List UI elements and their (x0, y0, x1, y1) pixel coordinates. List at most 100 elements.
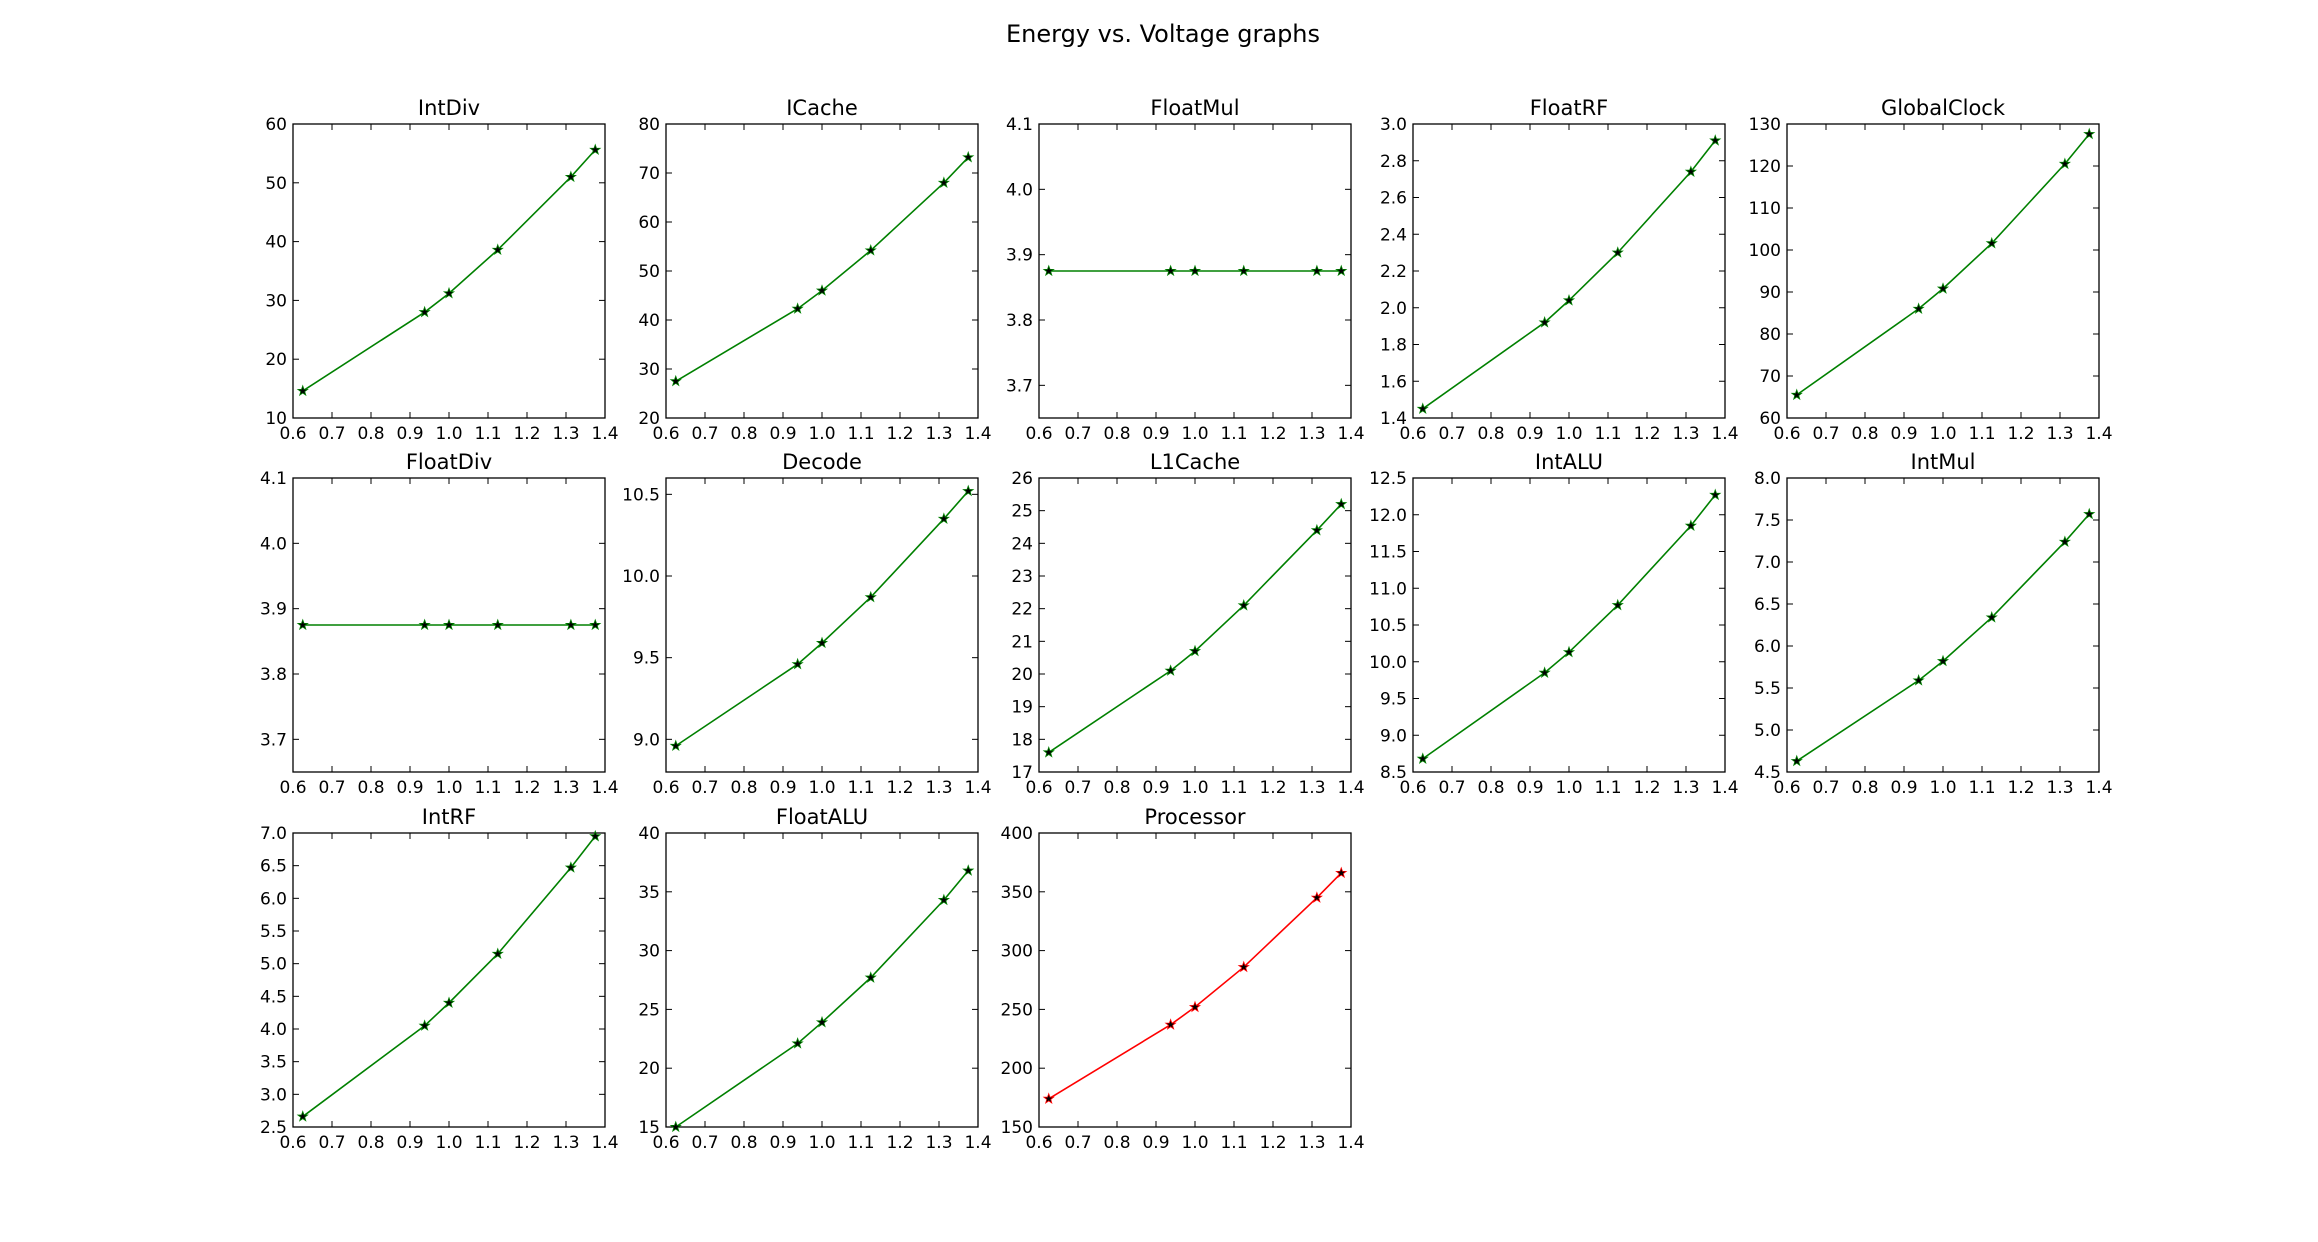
y-tick-label: 6.0 (1754, 637, 1781, 657)
x-tick-label: 1.2 (886, 424, 913, 444)
y-tick-label: 10 (265, 409, 287, 429)
x-tick-label: 0.9 (396, 1133, 423, 1153)
y-tick-label: 35 (638, 883, 660, 903)
y-tick-label: 11.5 (1369, 543, 1407, 563)
y-tick-label: 5.5 (260, 922, 287, 942)
x-tick-label: 0.8 (357, 1133, 384, 1153)
data-point-marker (589, 829, 602, 842)
y-tick-label: 60 (265, 115, 287, 135)
data-point-marker (1684, 165, 1697, 177)
y-tick-label: 250 (1001, 1000, 1033, 1020)
y-tick-label: 4.5 (1754, 763, 1781, 783)
data-point-marker (491, 947, 504, 960)
x-tick-label: 0.6 (279, 1133, 306, 1153)
x-tick-label: 1.3 (1672, 424, 1699, 444)
axes-frame (1412, 123, 1726, 419)
data-point-marker (864, 590, 877, 603)
x-tick-label: 0.9 (1142, 778, 1169, 798)
x-tick-label: 0.7 (1064, 778, 1091, 798)
data-point-marker (442, 286, 456, 299)
x-tick-label: 0.8 (1103, 1133, 1130, 1153)
data-point-marker (296, 1110, 309, 1122)
data-point-marker (418, 618, 431, 631)
subplot-title: IntMul (1911, 450, 1976, 474)
x-tick-label: 1.3 (1672, 778, 1699, 798)
subplot-icache: ICache 0.6 0.7 0.8 0.9 1.0 1.1 1.2 1.3 1.4 20 30 40 5… (638, 96, 991, 444)
x-tick-label: 1.3 (925, 778, 952, 798)
x-tick-label: 1.0 (1929, 778, 1956, 798)
subplot-title: L1Cache (1150, 450, 1240, 474)
subplot-intdiv: IntDiv 0.6 0.7 0.8 0.9 1.0 1.1 1.2 1.3 1.4 10 20 30 4… (265, 96, 618, 444)
data-point-marker (418, 305, 431, 318)
subplot-floatalu: FloatALU 0.6 0.7 0.8 0.9 1.0 1.1 1.2 1.3 1.4 15 20 2… (638, 805, 991, 1153)
data-point-marker (1538, 666, 1551, 678)
x-tick-label: 1.0 (435, 424, 462, 444)
y-tick-label: 6.0 (260, 889, 287, 909)
data-point-marker (1912, 302, 1925, 314)
data-point-marker (1790, 388, 1803, 401)
x-tick-label: 0.8 (730, 778, 757, 798)
data-point-marker (1416, 752, 1429, 764)
y-tick-label: 30 (265, 291, 287, 311)
data-point-marker (1611, 598, 1624, 611)
x-tick-label: 1.3 (1298, 778, 1325, 798)
x-tick-label: 1.0 (1181, 1133, 1208, 1153)
x-tick-label: 0.7 (318, 778, 345, 798)
data-point-marker (1042, 264, 1055, 277)
y-tick-label: 3.7 (260, 730, 287, 750)
x-tick-label: 0.6 (652, 1133, 679, 1153)
subplot-decode: Decode 0.6 0.7 0.8 0.9 1.0 1.1 1.2 1.3 1.4 9.0 9.5 1… (622, 450, 991, 798)
x-tick-label: 0.8 (1851, 778, 1878, 798)
subplot-title: Decode (782, 450, 862, 474)
x-tick-label: 1.2 (2007, 424, 2034, 444)
y-tick-label: 1.4 (1380, 409, 1407, 429)
x-tick-label: 0.6 (652, 424, 679, 444)
data-point-marker (1188, 1000, 1202, 1013)
x-tick-label: 0.7 (1812, 424, 1839, 444)
data-point-marker (669, 374, 682, 387)
subplot-floatdiv: FloatDiv 0.6 0.7 0.8 0.9 1.0 1.1 1.2 1.3 1.4 3.7 3.… (260, 450, 619, 798)
y-tick-label: 5.0 (1754, 721, 1781, 741)
subplot-globalclock: GlobalClock 0.6 0.7 0.8 0.9 1.0 1.1 1.2 1.3 1.4 60… (1749, 96, 2113, 444)
y-tick-label: 30 (638, 360, 660, 380)
x-tick-label: 1.0 (808, 778, 835, 798)
y-tick-label: 8.0 (1754, 469, 1781, 489)
data-point-marker (1611, 246, 1624, 258)
data-point-marker (1936, 654, 1950, 667)
y-tick-label: 23 (1011, 567, 1033, 587)
x-tick-label: 0.9 (769, 1133, 796, 1153)
data-point-marker (962, 150, 975, 163)
x-tick-label: 0.6 (1025, 1133, 1052, 1153)
y-tick-label: 6.5 (260, 857, 287, 877)
y-tick-label: 8.5 (1380, 763, 1407, 783)
data-point-marker (791, 302, 804, 314)
series-line (675, 870, 969, 1128)
subplot-floatmul: FloatMul 0.6 0.7 0.8 0.9 1.0 1.1 1.2 1.3 1.4 3.7 3.… (1006, 96, 1365, 444)
subplot-title: FloatDiv (406, 450, 492, 474)
subplot-title: ICache (786, 96, 858, 120)
data-point-marker (1709, 488, 1722, 501)
y-tick-label: 2.8 (1380, 152, 1407, 172)
data-point-marker (2058, 157, 2071, 170)
x-tick-label: 1.2 (886, 778, 913, 798)
data-point-marker (864, 971, 877, 983)
x-tick-label: 1.1 (474, 1133, 501, 1153)
x-tick-label: 1.2 (1259, 1133, 1286, 1153)
y-tick-label: 120 (1749, 157, 1781, 177)
data-point-marker (669, 739, 682, 752)
y-tick-label: 25 (1011, 502, 1033, 522)
subplot-title: IntALU (1535, 450, 1603, 474)
y-tick-label: 3.0 (260, 1085, 287, 1105)
y-tick-label: 350 (1001, 883, 1033, 903)
y-tick-label: 2.4 (1380, 225, 1407, 245)
y-tick-label: 21 (1011, 632, 1033, 652)
x-tick-label: 1.4 (1337, 424, 1364, 444)
x-tick-label: 1.3 (925, 1133, 952, 1153)
data-point-marker (791, 1037, 804, 1049)
y-tick-label: 2.2 (1380, 262, 1407, 282)
x-tick-label: 0.7 (1438, 424, 1465, 444)
y-tick-label: 40 (638, 824, 660, 844)
data-point-marker (1164, 1018, 1177, 1030)
data-point-marker (1310, 264, 1323, 277)
x-tick-label: 1.0 (1181, 424, 1208, 444)
